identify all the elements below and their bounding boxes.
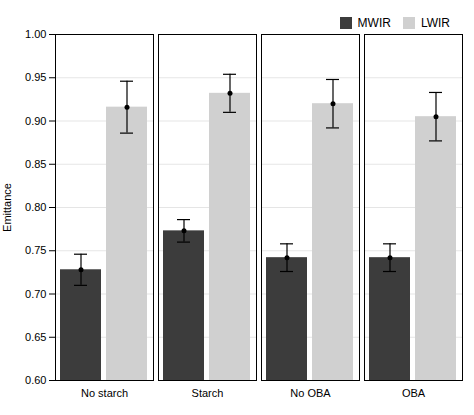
svg-text:1.00: 1.00 <box>25 28 46 40</box>
svg-text:0.75: 0.75 <box>25 244 46 256</box>
svg-text:0.80: 0.80 <box>25 201 46 213</box>
svg-text:0.85: 0.85 <box>25 158 46 170</box>
svg-text:0.70: 0.70 <box>25 288 46 300</box>
svg-text:Emittance: Emittance <box>1 183 13 232</box>
html-text:MWIR: MWIR <box>357 15 391 30</box>
svg-text:No OBA: No OBA <box>290 387 331 399</box>
svg-text:No starch: No starch <box>81 387 128 399</box>
svg-text:0.65: 0.65 <box>25 331 46 343</box>
html-text:LWIR: LWIR <box>420 15 450 30</box>
svg-text:0.90: 0.90 <box>25 115 46 127</box>
svg-text:0.95: 0.95 <box>25 71 46 83</box>
svg-text:Starch: Starch <box>192 387 224 399</box>
svg-text:0.60: 0.60 <box>25 374 46 386</box>
svg-text:OBA: OBA <box>402 387 426 399</box>
